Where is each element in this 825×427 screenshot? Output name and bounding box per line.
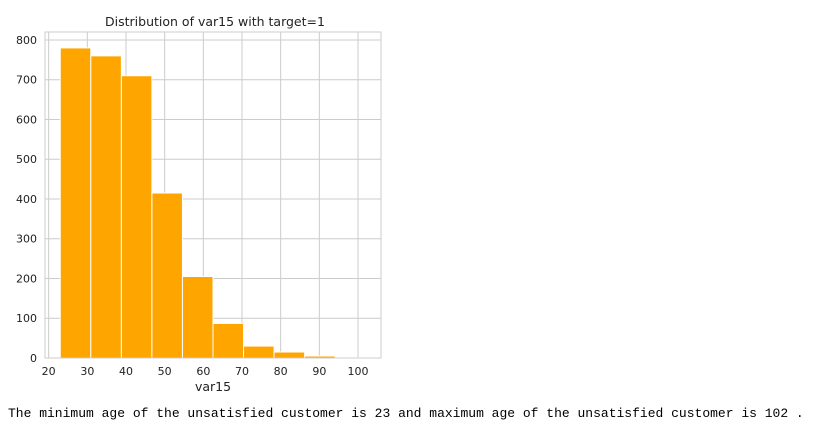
y-tick-label: 200 [16, 272, 37, 285]
x-tick-label: 100 [347, 365, 368, 378]
x-tick-label: 40 [119, 365, 133, 378]
y-tick-label: 700 [16, 74, 37, 87]
chart-svg: Distribution of var15 with target=1 0 100… [16, 14, 382, 394]
x-tick-labels: 20 30 40 50 60 70 80 90 100 [42, 365, 369, 378]
x-tick-label: 70 [235, 365, 249, 378]
histogram-bar [90, 55, 122, 359]
histogram-bar [212, 322, 245, 359]
y-tick-label: 600 [16, 113, 37, 126]
x-tick-label: 90 [312, 365, 326, 378]
y-tick-label: 800 [16, 34, 37, 47]
x-tick-label: 80 [274, 365, 288, 378]
y-tick-label: 400 [16, 193, 37, 206]
y-tick-label: 300 [16, 233, 37, 246]
x-tick-label: 30 [80, 365, 94, 378]
histogram-bar [120, 75, 153, 359]
y-tick-labels: 0 100 200 300 400 500 600 700 800 [16, 34, 37, 365]
y-tick-label: 0 [30, 352, 37, 365]
histogram-bar [243, 345, 275, 359]
bars [59, 47, 367, 359]
plot-frame [44, 31, 382, 359]
histogram-chart: Distribution of var15 with target=1 0 100… [16, 14, 382, 394]
chart-title: Distribution of var15 with target=1 [105, 14, 325, 29]
histogram-bar [59, 47, 92, 359]
y-tick-label: 100 [16, 312, 37, 325]
x-axis-label: var15 [195, 379, 231, 394]
x-tick-label: 20 [42, 365, 56, 378]
y-tick-label: 500 [16, 153, 37, 166]
histogram-bar [273, 351, 306, 359]
histogram-bar [181, 276, 214, 359]
x-tick-label: 60 [196, 365, 210, 378]
x-tick-label: 50 [158, 365, 172, 378]
output-text: The minimum age of the unsatisfied custo… [8, 406, 804, 421]
histogram-bar [151, 192, 183, 359]
